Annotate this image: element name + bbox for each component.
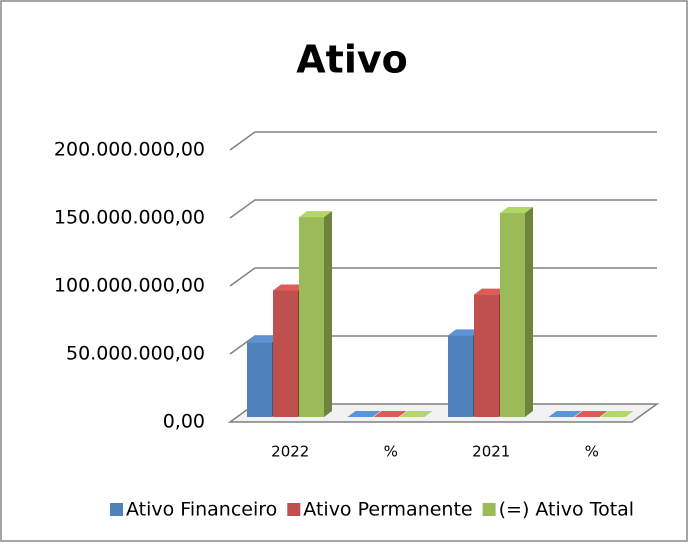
bar-top [247,336,280,343]
y-tick-label: 50.000.000,00 [66,343,205,365]
y-tick-label: 0,00 [163,411,205,433]
floor [227,403,660,423]
bar-front [273,290,298,417]
y-tick-label: 100.000.000,00 [54,275,205,297]
bar [399,411,433,417]
bar-front [247,342,272,417]
bar-top [373,411,407,417]
bar [574,411,608,417]
legend-swatch [482,503,496,516]
legend-swatch [287,503,301,516]
legend-label: Ativo Financeiro [126,499,277,521]
bar-front [474,294,499,417]
bar [600,411,634,417]
bar-top [600,411,634,417]
bar [548,411,582,417]
grid-line [229,199,657,219]
legend-label: Ativo Permanente [303,499,472,521]
bar-top [574,411,608,417]
bar [373,411,407,417]
bar [500,207,533,417]
bar-side [525,207,533,417]
bar-top [347,411,381,417]
y-tick-label: 200.000.000,00 [54,139,205,161]
bar-front [448,335,473,417]
bar [347,411,381,417]
x-tick-label: % [384,443,398,461]
legend-label: (=) Ativo Total [499,499,634,521]
x-tick-label: 2021 [472,443,510,461]
grid-line [229,131,657,151]
legend-swatch [110,503,123,516]
chart-title: Ativo [296,38,407,82]
y-tick-label: 150.000.000,00 [54,207,205,229]
bar-top [500,207,533,213]
bar-side [324,211,332,417]
bar [299,211,332,417]
bar-top [299,211,332,218]
bar-front [500,213,525,417]
x-tick-label: % [585,443,599,461]
bar-top [448,329,481,336]
bar-top [548,411,582,417]
x-tick-label: 2022 [271,443,309,461]
bar-front [299,217,324,417]
bar-top [273,284,306,291]
bar-top [474,288,507,295]
bar-top [399,411,433,417]
